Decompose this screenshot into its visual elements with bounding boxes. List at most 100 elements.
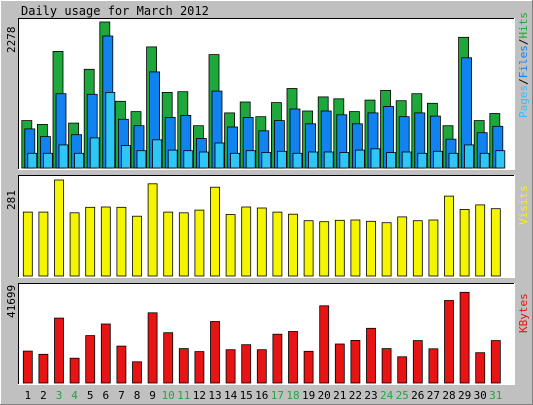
bar-pages-day-21	[339, 152, 350, 169]
bar-pages-day-12	[198, 151, 209, 169]
bar-visits-day-2	[38, 211, 49, 277]
bar-pages-day-27	[432, 150, 443, 169]
bar-kbytes-day-27	[428, 348, 439, 384]
legend-item-pages: Pages	[517, 85, 530, 118]
bar-pages-day-24	[386, 152, 397, 169]
legend-visits: Visits	[517, 185, 530, 225]
bar-visits-day-12	[194, 209, 205, 277]
bar-kbytes-day-9	[147, 312, 158, 384]
legend-hits-files-pages: Pages/Files/Hits	[517, 12, 530, 118]
bar-visits-day-21	[334, 219, 345, 277]
bar-pages-day-9	[152, 139, 163, 169]
bar-pages-day-30	[479, 152, 490, 169]
bar-visits-day-7	[116, 206, 127, 277]
x-tick-label-day-28: 28	[442, 389, 455, 402]
x-tick-label-day-31: 31	[489, 389, 502, 402]
bar-kbytes-day-31	[490, 340, 501, 384]
bar-kbytes-day-21	[334, 343, 345, 384]
x-tick-label-day-26: 26	[411, 389, 424, 402]
bar-pages-day-10	[167, 149, 178, 169]
bar-pages-day-7	[121, 145, 131, 169]
bar-pages-day-20	[323, 151, 334, 169]
y-max-label-kbytes: 41699	[5, 285, 18, 318]
bar-kbytes-day-22	[350, 339, 361, 384]
x-tick-label-day-8: 8	[134, 389, 141, 402]
bar-kbytes-day-28	[444, 300, 454, 384]
x-tick-label-day-13: 13	[208, 389, 221, 402]
bars-hits-files-pages	[21, 21, 506, 169]
legend-item-visits: Visits	[517, 185, 530, 225]
legend-item-files: Files	[517, 45, 530, 78]
bar-kbytes-day-12	[194, 351, 205, 384]
x-tick-label-day-19: 19	[302, 389, 315, 402]
bar-pages-day-16	[261, 152, 272, 169]
bar-kbytes-day-1	[22, 350, 33, 384]
bar-pages-day-18	[292, 152, 303, 169]
y-max-label-visits: 281	[5, 190, 18, 210]
x-tick-label-day-7: 7	[118, 389, 125, 402]
x-tick-label-day-18: 18	[286, 389, 299, 402]
bar-kbytes-day-2	[38, 353, 49, 384]
bar-visits-day-13	[210, 186, 220, 277]
bar-visits-day-4	[69, 212, 80, 277]
bar-kbytes-day-13	[210, 321, 220, 384]
bar-pages-day-23	[370, 148, 381, 169]
bar-visits-day-8	[132, 215, 142, 277]
bar-kbytes-day-16	[256, 349, 267, 384]
y-max-label-hits-files-pages: 2278	[5, 27, 18, 54]
x-tick-label-day-24: 24	[380, 389, 394, 402]
bars-visits	[22, 179, 501, 277]
legend-kbytes: KBytes	[517, 293, 530, 333]
bar-visits-day-16	[256, 207, 267, 277]
bar-pages-day-15	[245, 150, 256, 169]
bar-kbytes-day-24	[381, 348, 392, 384]
bars-kbytes	[22, 291, 501, 384]
bar-pages-day-22	[354, 149, 365, 169]
bar-pages-day-25	[401, 151, 412, 169]
bar-pages-day-13	[214, 142, 225, 169]
bar-pages-day-2	[43, 152, 53, 169]
bar-visits-day-10	[163, 211, 174, 277]
bar-pages-day-14	[230, 152, 241, 169]
bar-pages-day-8	[136, 150, 147, 169]
x-tick-label-day-6: 6	[102, 389, 109, 402]
bar-visits-day-28	[444, 195, 454, 277]
bar-pages-day-4	[74, 152, 84, 169]
bar-visits-day-26	[412, 220, 423, 277]
bar-kbytes-day-4	[69, 357, 80, 384]
bar-visits-day-3	[54, 179, 64, 277]
bar-pages-day-11	[183, 150, 194, 169]
x-tick-label-day-2: 2	[40, 389, 47, 402]
bar-pages-day-17	[276, 150, 287, 169]
bar-kbytes-day-30	[475, 352, 486, 384]
bar-visits-day-15	[241, 206, 252, 277]
bar-kbytes-day-6	[100, 323, 111, 384]
bar-pages-day-3	[58, 144, 69, 169]
x-tick-label-day-17: 17	[271, 389, 284, 402]
panel-kbytes: 41699 KBytes	[5, 283, 530, 385]
bar-pages-day-26	[417, 152, 428, 169]
bar-visits-day-11	[178, 212, 189, 277]
bar-kbytes-day-17	[272, 333, 283, 384]
x-tick-label-day-29: 29	[458, 389, 471, 402]
bar-visits-day-19	[303, 220, 314, 277]
x-tick-label-day-30: 30	[474, 389, 487, 402]
x-tick-label-day-27: 27	[427, 389, 440, 402]
legend-item-hits: Hits	[517, 12, 530, 39]
bar-visits-day-30	[475, 204, 486, 277]
x-tick-label-day-4: 4	[71, 389, 78, 402]
bar-visits-day-24	[381, 222, 392, 277]
bar-visits-day-9	[147, 183, 158, 277]
legend-separator: /	[517, 78, 530, 85]
bar-visits-day-14	[225, 214, 236, 277]
bar-kbytes-day-15	[241, 344, 252, 384]
bar-visits-day-23	[366, 220, 376, 277]
x-tick-label-day-12: 12	[193, 389, 206, 402]
bar-kbytes-day-18	[288, 331, 298, 384]
bar-visits-day-31	[490, 208, 501, 277]
x-tick-label-day-1: 1	[24, 389, 31, 402]
